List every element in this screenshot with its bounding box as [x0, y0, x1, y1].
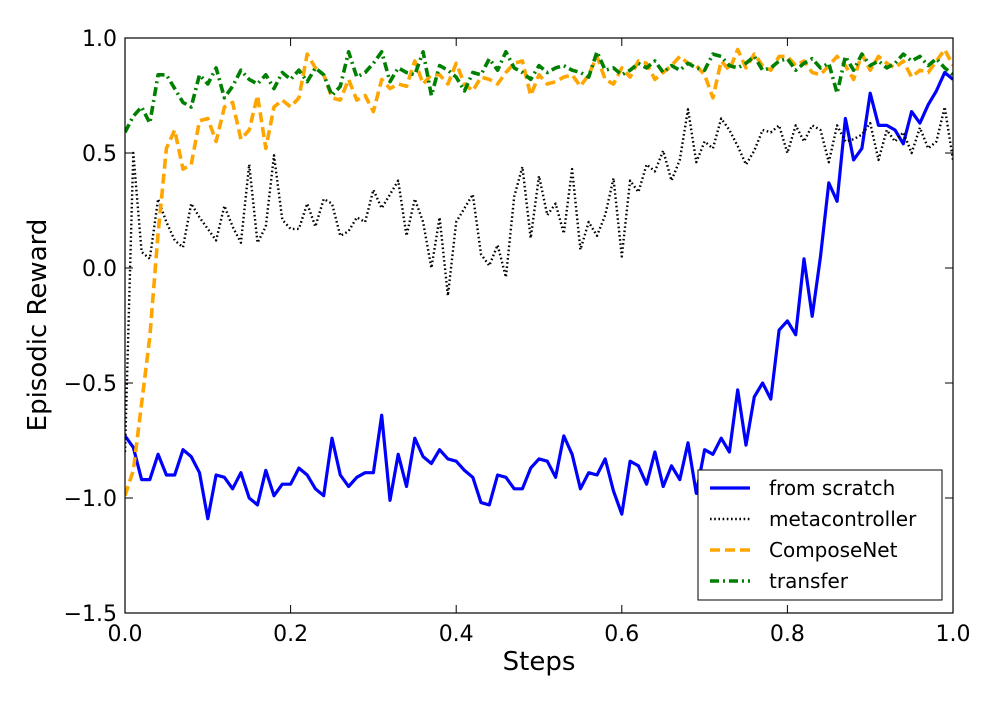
- x-tick-label: 0.2: [273, 622, 308, 647]
- y-tick-label: 1.0: [82, 27, 117, 52]
- x-tick-label: 0.6: [604, 622, 639, 647]
- y-axis-label: Episodic Reward: [23, 219, 53, 432]
- x-tick-label: 0.0: [108, 622, 143, 647]
- legend-box: [697, 469, 943, 601]
- x-tick-label: 0.4: [439, 622, 474, 647]
- x-tick-label: 0.8: [770, 622, 805, 647]
- plot-frame: [124, 37, 954, 614]
- series-layer: [125, 47, 953, 521]
- x-tick-label: 1.0: [936, 622, 971, 647]
- x-axis-label: Steps: [503, 647, 576, 677]
- legend-label: ComposeNet: [769, 538, 898, 562]
- series-line-from-scratch: [125, 70, 953, 521]
- y-tick-label: −0.5: [64, 372, 117, 397]
- legend-label: transfer: [769, 569, 849, 593]
- y-tick-label: 0.5: [82, 142, 117, 167]
- y-tick-label: −1.5: [64, 602, 117, 627]
- legend-label: from scratch: [769, 476, 895, 500]
- series-line-metacontroller: [125, 105, 953, 453]
- legend-label: metacontroller: [769, 507, 917, 531]
- series-line-composenet: [125, 47, 953, 497]
- y-tick-label: 0.0: [82, 257, 117, 282]
- legend: from scratch metacontroller ComposeNet tran…: [697, 469, 943, 601]
- axis-layer: 0.0 0.2 0.4 0.6 0.8 1.0 −1.5 −1.0 −0.5 0.0 0.5 1.0: [64, 27, 971, 647]
- series-line-transfer: [125, 49, 953, 134]
- y-tick-label: −1.0: [64, 487, 117, 512]
